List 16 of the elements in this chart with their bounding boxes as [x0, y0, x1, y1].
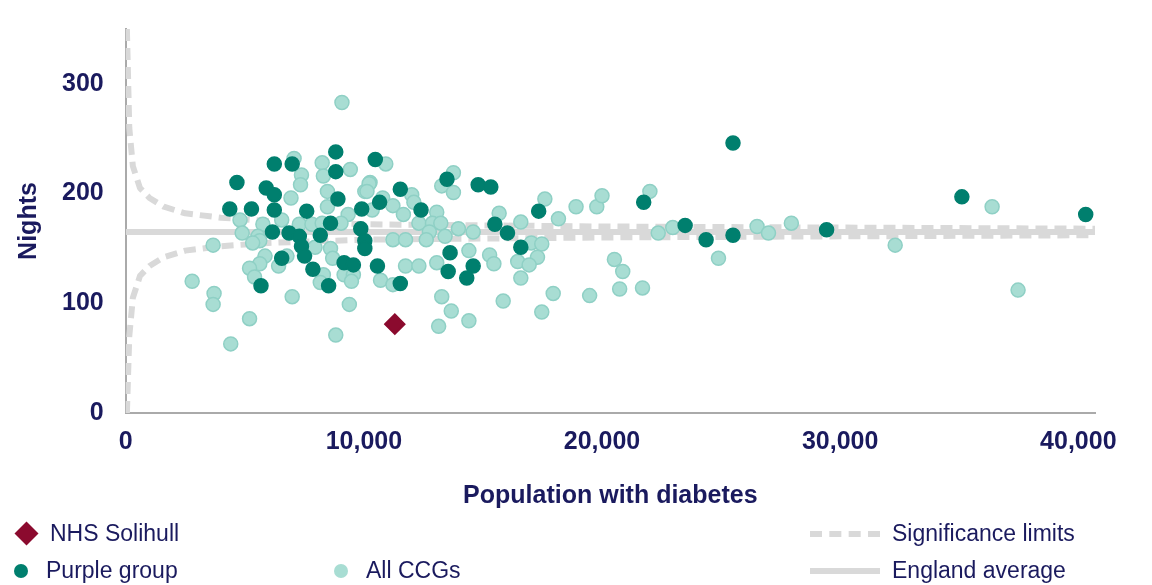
x-tick-label: 30,000: [801, 425, 879, 454]
y-tick-label: 0: [89, 396, 104, 425]
x-tick-label: 0: [118, 425, 133, 454]
y-tick-label: 200: [61, 177, 104, 206]
x-tick-label: 20,000: [563, 425, 641, 454]
x-axis-title: Population with diabetes: [463, 479, 758, 508]
x-tick-label: 10,000: [325, 425, 403, 454]
legend-label: NHS Solihull: [50, 520, 180, 547]
x-tick-label: 40,000: [1040, 425, 1117, 454]
y-tick-label: 300: [61, 67, 104, 96]
legend-label: England average: [892, 557, 1066, 584]
y-axis-title: Nights: [12, 182, 41, 260]
y-tick-label: 100: [61, 287, 104, 316]
legend-label: Purple group: [46, 557, 178, 584]
legend-label: Significance limits: [892, 520, 1075, 547]
legend-label: All CCGs: [366, 557, 461, 584]
